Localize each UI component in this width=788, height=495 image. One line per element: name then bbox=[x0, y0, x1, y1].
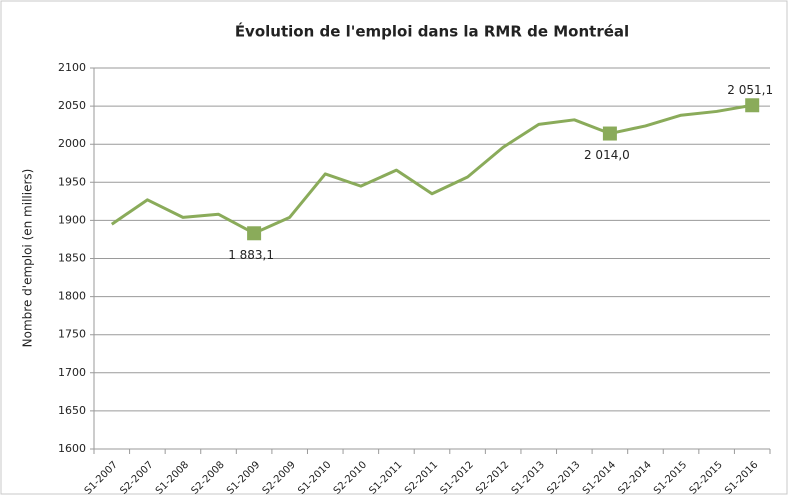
data-label: 1 883,1 bbox=[228, 248, 274, 262]
y-tick-label: 1950 bbox=[58, 175, 86, 188]
y-tick-label: 1750 bbox=[58, 328, 86, 341]
y-tick-label: 1600 bbox=[58, 442, 86, 455]
y-tick-label: 2000 bbox=[58, 137, 86, 150]
data-label: 2 051,1 bbox=[727, 83, 773, 97]
data-marker bbox=[247, 226, 262, 241]
y-tick-label: 1900 bbox=[58, 213, 86, 226]
y-axis-label: Nombre d'emploi (en milliers) bbox=[21, 169, 35, 348]
y-tick-label: 1650 bbox=[58, 404, 86, 417]
y-tick-label: 2100 bbox=[58, 61, 86, 74]
data-label: 2 014,0 bbox=[584, 148, 630, 162]
data-marker bbox=[602, 126, 617, 141]
y-tick-label: 1850 bbox=[58, 252, 86, 265]
data-marker bbox=[745, 98, 760, 113]
y-tick-label: 1700 bbox=[58, 366, 86, 379]
data-line bbox=[110, 103, 753, 235]
chart-title: Évolution de l'emploi dans la RMR de Mon… bbox=[235, 22, 629, 41]
y-tick-label: 1800 bbox=[58, 290, 86, 303]
y-tick-label: 2050 bbox=[58, 99, 86, 112]
